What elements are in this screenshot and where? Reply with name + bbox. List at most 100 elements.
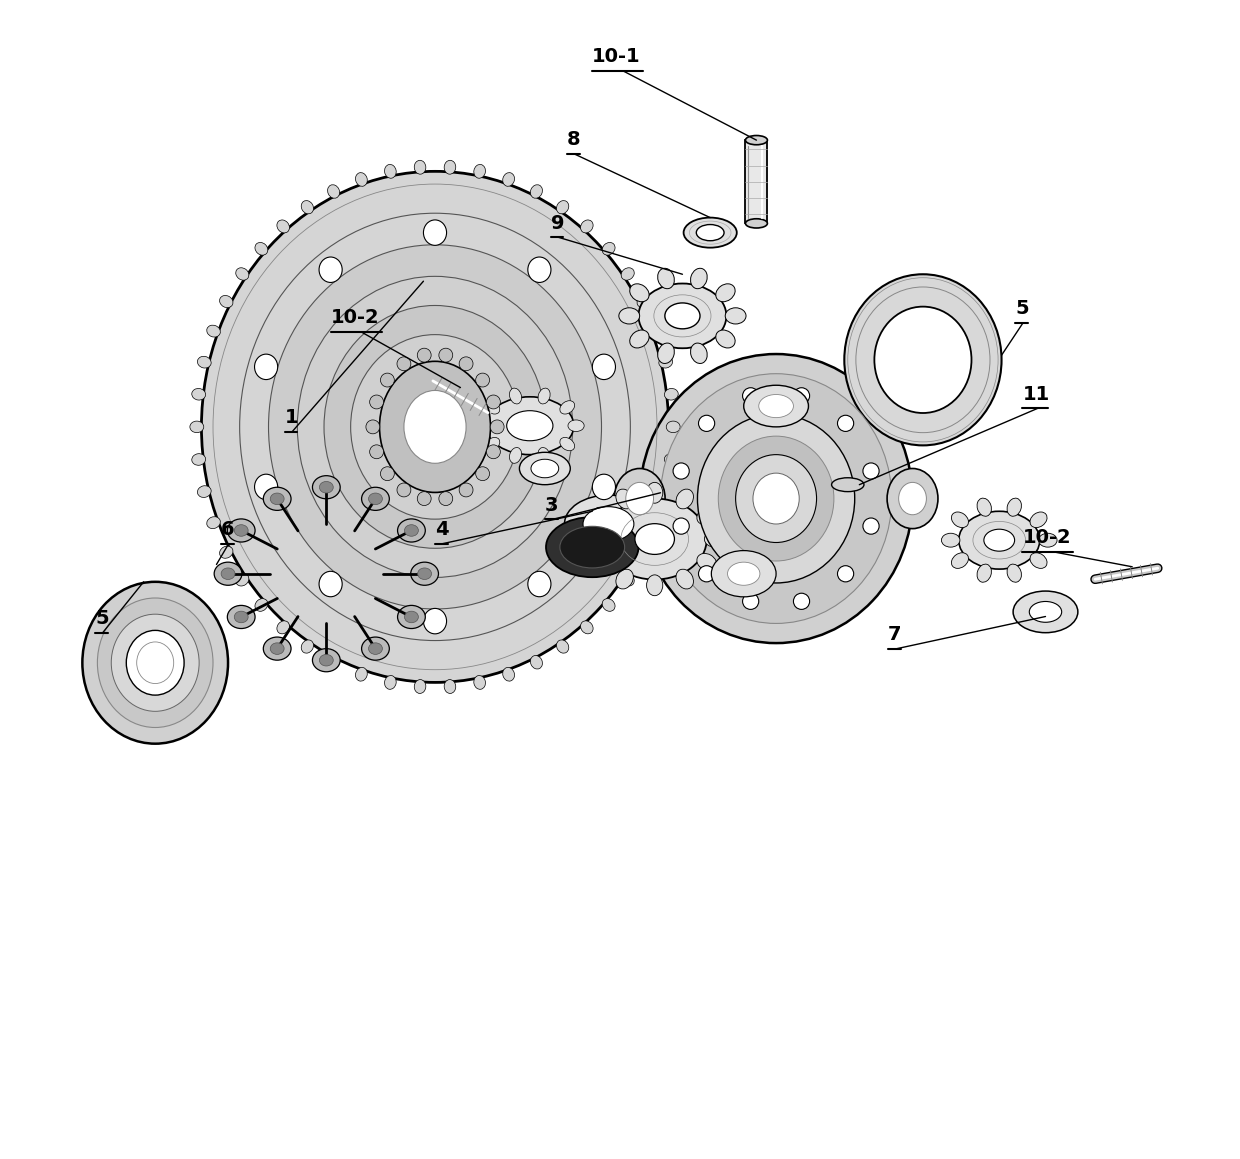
- Ellipse shape: [673, 518, 689, 534]
- Ellipse shape: [126, 630, 184, 695]
- Ellipse shape: [404, 611, 418, 622]
- Ellipse shape: [1039, 533, 1056, 547]
- Ellipse shape: [614, 468, 665, 529]
- Ellipse shape: [366, 420, 379, 433]
- Ellipse shape: [324, 306, 546, 548]
- Text: 1: 1: [285, 408, 299, 427]
- Ellipse shape: [568, 420, 584, 431]
- Ellipse shape: [697, 554, 717, 571]
- Ellipse shape: [351, 335, 520, 519]
- Ellipse shape: [531, 656, 542, 669]
- Ellipse shape: [234, 525, 248, 537]
- Ellipse shape: [630, 330, 649, 348]
- Ellipse shape: [221, 568, 234, 580]
- Ellipse shape: [320, 655, 334, 666]
- Ellipse shape: [356, 173, 367, 187]
- Ellipse shape: [712, 551, 776, 597]
- Ellipse shape: [715, 330, 735, 348]
- Ellipse shape: [951, 512, 968, 527]
- Ellipse shape: [368, 493, 382, 504]
- Ellipse shape: [665, 388, 678, 400]
- Ellipse shape: [1030, 512, 1047, 527]
- Ellipse shape: [254, 355, 278, 379]
- Ellipse shape: [697, 225, 724, 241]
- Ellipse shape: [546, 517, 639, 577]
- Ellipse shape: [384, 165, 397, 178]
- Ellipse shape: [665, 453, 678, 465]
- Ellipse shape: [190, 421, 203, 432]
- Ellipse shape: [486, 445, 501, 459]
- Ellipse shape: [698, 566, 714, 582]
- Ellipse shape: [207, 326, 221, 337]
- Ellipse shape: [646, 575, 663, 596]
- Ellipse shape: [263, 487, 291, 510]
- Ellipse shape: [661, 373, 892, 624]
- Ellipse shape: [580, 220, 593, 233]
- Ellipse shape: [697, 508, 717, 525]
- Ellipse shape: [486, 396, 574, 454]
- Ellipse shape: [794, 593, 810, 610]
- Ellipse shape: [630, 284, 649, 301]
- Ellipse shape: [626, 482, 653, 515]
- Ellipse shape: [490, 420, 505, 433]
- Ellipse shape: [474, 165, 486, 178]
- Ellipse shape: [384, 676, 397, 690]
- Ellipse shape: [368, 643, 382, 655]
- Ellipse shape: [444, 679, 456, 693]
- Ellipse shape: [557, 640, 569, 654]
- Ellipse shape: [414, 160, 425, 174]
- Ellipse shape: [584, 531, 605, 547]
- Text: 9: 9: [551, 213, 564, 233]
- Ellipse shape: [507, 410, 553, 440]
- Ellipse shape: [239, 213, 630, 641]
- Ellipse shape: [874, 307, 971, 413]
- Ellipse shape: [439, 348, 453, 362]
- Ellipse shape: [583, 506, 634, 541]
- Ellipse shape: [528, 257, 551, 283]
- Ellipse shape: [362, 637, 389, 661]
- Ellipse shape: [1030, 553, 1047, 568]
- Ellipse shape: [356, 668, 367, 681]
- Ellipse shape: [745, 219, 768, 228]
- Ellipse shape: [753, 473, 800, 524]
- Ellipse shape: [704, 531, 725, 547]
- Ellipse shape: [603, 498, 707, 580]
- Ellipse shape: [502, 173, 515, 187]
- Ellipse shape: [298, 276, 573, 577]
- Ellipse shape: [531, 184, 542, 198]
- Ellipse shape: [650, 326, 663, 337]
- Ellipse shape: [201, 172, 668, 683]
- Ellipse shape: [832, 478, 864, 491]
- Ellipse shape: [621, 268, 634, 280]
- Text: 10-1: 10-1: [593, 48, 641, 66]
- Ellipse shape: [658, 356, 672, 369]
- Ellipse shape: [538, 388, 551, 404]
- Ellipse shape: [1013, 591, 1078, 633]
- Ellipse shape: [646, 482, 663, 503]
- Ellipse shape: [580, 621, 593, 634]
- Ellipse shape: [564, 495, 652, 553]
- Ellipse shape: [301, 201, 314, 214]
- Ellipse shape: [725, 308, 746, 325]
- Ellipse shape: [98, 598, 213, 728]
- Ellipse shape: [676, 489, 693, 509]
- Text: 10-2: 10-2: [1022, 529, 1071, 547]
- Ellipse shape: [485, 401, 500, 414]
- Ellipse shape: [370, 445, 383, 459]
- Ellipse shape: [423, 220, 446, 246]
- Ellipse shape: [444, 160, 456, 174]
- Ellipse shape: [459, 483, 472, 497]
- Ellipse shape: [977, 564, 992, 582]
- Ellipse shape: [219, 546, 233, 559]
- Ellipse shape: [621, 574, 634, 586]
- Ellipse shape: [616, 569, 634, 589]
- Ellipse shape: [362, 487, 389, 510]
- Ellipse shape: [263, 637, 291, 661]
- Ellipse shape: [312, 475, 340, 498]
- Ellipse shape: [640, 353, 913, 643]
- Ellipse shape: [666, 421, 680, 432]
- Ellipse shape: [593, 474, 615, 500]
- Ellipse shape: [485, 437, 500, 451]
- Ellipse shape: [1007, 564, 1022, 582]
- Ellipse shape: [197, 486, 211, 497]
